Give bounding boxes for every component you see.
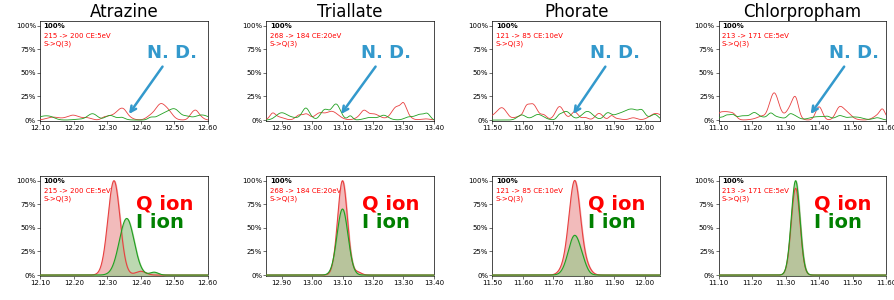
Text: Q ion: Q ion	[136, 194, 193, 213]
Title: Chlorpropham: Chlorpropham	[742, 3, 860, 21]
Text: Q ion: Q ion	[587, 194, 645, 213]
Text: I ion: I ion	[361, 213, 409, 232]
Text: 100%: 100%	[721, 178, 743, 184]
Text: 100%: 100%	[269, 23, 291, 29]
Text: 100%: 100%	[495, 178, 517, 184]
Text: 268 -> 184 CE:20eV
S->Q(3): 268 -> 184 CE:20eV S->Q(3)	[269, 188, 341, 202]
Text: 100%: 100%	[44, 23, 65, 29]
Text: 121 -> 85 CE:10eV
S->Q(3): 121 -> 85 CE:10eV S->Q(3)	[495, 188, 562, 202]
Text: 215 -> 200 CE:5eV
S->Q(3): 215 -> 200 CE:5eV S->Q(3)	[44, 33, 110, 47]
Text: 268 -> 184 CE:20eV
S->Q(3): 268 -> 184 CE:20eV S->Q(3)	[269, 33, 341, 47]
Text: 215 -> 200 CE:5eV
S->Q(3): 215 -> 200 CE:5eV S->Q(3)	[44, 188, 110, 202]
Text: 100%: 100%	[495, 23, 517, 29]
Text: Q ion: Q ion	[814, 194, 871, 213]
Title: Triallate: Triallate	[317, 3, 383, 21]
Text: 100%: 100%	[721, 23, 743, 29]
Text: 121 -> 85 CE:10eV
S->Q(3): 121 -> 85 CE:10eV S->Q(3)	[495, 33, 562, 47]
Text: 213 -> 171 CE:5eV
S->Q(3): 213 -> 171 CE:5eV S->Q(3)	[721, 33, 788, 47]
Text: N. D.: N. D.	[812, 44, 878, 112]
Text: N. D.: N. D.	[342, 44, 410, 112]
Text: N. D.: N. D.	[574, 44, 639, 112]
Title: Atrazine: Atrazine	[89, 3, 158, 21]
Text: 100%: 100%	[44, 178, 65, 184]
Text: I ion: I ion	[814, 213, 861, 232]
Text: 213 -> 171 CE:5eV
S->Q(3): 213 -> 171 CE:5eV S->Q(3)	[721, 188, 788, 202]
Text: I ion: I ion	[136, 213, 183, 232]
Text: 100%: 100%	[269, 178, 291, 184]
Text: N. D.: N. D.	[131, 44, 198, 112]
Title: Phorate: Phorate	[544, 3, 608, 21]
Text: Q ion: Q ion	[361, 194, 418, 213]
Text: I ion: I ion	[587, 213, 635, 232]
